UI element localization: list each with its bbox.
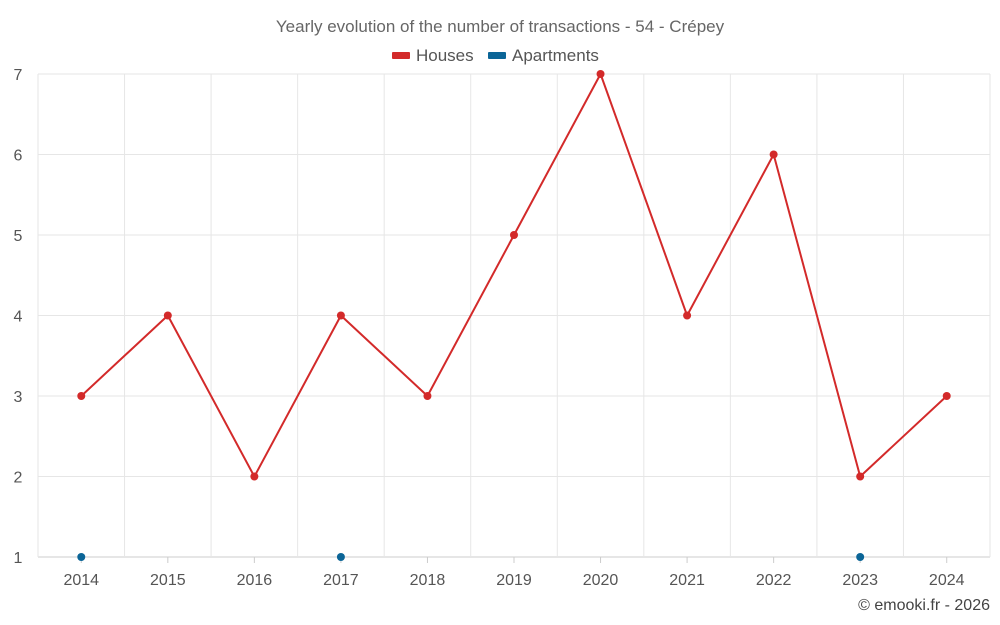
x-tick-label: 2024 bbox=[929, 572, 965, 589]
data-point-apartments[interactable] bbox=[336, 553, 345, 561]
legend-label-apartments: Apartments bbox=[512, 46, 599, 65]
x-axis: 2014 2015 2016 2017 2018 2019 2020 2021 2022 2023… bbox=[63, 557, 965, 589]
x-tick-label: 2014 bbox=[63, 572, 99, 589]
legend-label-houses: Houses bbox=[416, 46, 474, 65]
x-tick-label: 2020 bbox=[583, 572, 619, 589]
data-point-houses[interactable] bbox=[769, 150, 778, 159]
series-apartments bbox=[77, 553, 865, 561]
x-tick-label: 2016 bbox=[237, 572, 273, 589]
y-tick-label: 3 bbox=[14, 389, 23, 406]
x-tick-label: 2018 bbox=[410, 572, 446, 589]
data-point-houses[interactable] bbox=[250, 472, 259, 481]
y-tick-label: 1 bbox=[14, 550, 23, 567]
data-point-houses[interactable] bbox=[423, 392, 432, 400]
chart-title: Yearly evolution of the number of transa… bbox=[276, 17, 725, 36]
legend-item-houses[interactable]: Houses bbox=[392, 46, 474, 65]
y-tick-label: 5 bbox=[14, 228, 23, 245]
data-point-apartments[interactable] bbox=[77, 553, 86, 561]
credit: © emooki.fr - 2026 bbox=[858, 597, 990, 614]
x-tick-label: 2023 bbox=[842, 572, 878, 589]
grid bbox=[37, 73, 991, 558]
data-point-houses[interactable] bbox=[77, 392, 86, 400]
y-axis: 1 2 3 4 5 6 7 bbox=[14, 67, 23, 567]
data-point-houses[interactable] bbox=[163, 311, 172, 320]
data-point-houses[interactable] bbox=[942, 392, 951, 400]
data-point-houses[interactable] bbox=[336, 311, 345, 320]
data-point-houses[interactable] bbox=[596, 70, 605, 78]
data-point-houses[interactable] bbox=[683, 311, 692, 320]
legend: Houses Apartments bbox=[392, 46, 599, 65]
x-tick-label: 2021 bbox=[669, 572, 705, 589]
data-point-houses[interactable] bbox=[856, 472, 865, 481]
legend-item-apartments[interactable]: Apartments bbox=[488, 46, 599, 65]
x-tick-label: 2022 bbox=[756, 572, 792, 589]
data-point-houses[interactable] bbox=[510, 231, 518, 239]
x-tick-label: 2015 bbox=[150, 572, 186, 589]
y-tick-label: 6 bbox=[14, 148, 23, 165]
y-tick-label: 2 bbox=[14, 470, 23, 487]
series-houses bbox=[77, 70, 951, 481]
y-tick-label: 7 bbox=[14, 67, 23, 84]
legend-swatch-houses bbox=[392, 52, 410, 59]
data-point-apartments[interactable] bbox=[856, 553, 865, 561]
legend-swatch-apartments bbox=[488, 52, 506, 59]
x-tick-label: 2017 bbox=[323, 572, 359, 589]
series-layer bbox=[77, 70, 951, 561]
x-tick-label: 2019 bbox=[496, 572, 532, 589]
y-tick-label: 4 bbox=[14, 309, 23, 326]
